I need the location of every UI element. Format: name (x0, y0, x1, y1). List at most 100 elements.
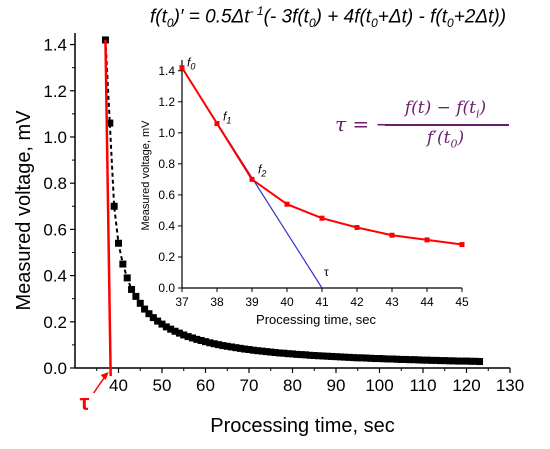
inset-x-tick-label: 44 (420, 295, 434, 309)
data-point (445, 357, 453, 365)
data-point (180, 331, 188, 339)
main-chart: 40 50 60 70 80 90 100 110 120 130 0.0 0.2 0.4 0.6 0.8 1… (13, 33, 524, 437)
data-point (393, 355, 401, 363)
data-point (467, 357, 475, 365)
x-tick-label: 60 (196, 376, 215, 395)
tangent-line (104, 39, 112, 377)
y-axis-label: Measured voltage, mV (13, 110, 35, 311)
inset-data-point (214, 121, 220, 127)
data-point (132, 292, 140, 300)
data-point (476, 358, 484, 366)
data-point (249, 346, 257, 354)
data-point (271, 349, 279, 357)
data-point (297, 351, 305, 359)
x-tick-label: 110 (409, 376, 436, 395)
x-tick-label: 40 (109, 376, 128, 395)
x-tick-label: 100 (365, 376, 393, 395)
data-point (397, 355, 405, 363)
x-tick-label: 50 (153, 376, 172, 395)
inset-data-point (179, 65, 185, 71)
data-point (141, 305, 149, 313)
y-tick-label: 1.4 (43, 36, 67, 55)
data-point (380, 355, 388, 363)
y-tick-label: 1.0 (43, 128, 67, 147)
data-point (332, 353, 340, 361)
inset-x-tick-label: 40 (280, 295, 294, 309)
point-label-f1: f1 (223, 110, 231, 126)
data-point (210, 340, 218, 348)
data-point (236, 344, 244, 352)
tau-label: τ (80, 390, 90, 415)
inset-y-tick-label: 0.6 (158, 188, 175, 202)
y-tick-label: 0.8 (43, 174, 67, 193)
tau-arrow-head (100, 372, 109, 380)
inset-x-tick-label: 45 (455, 295, 469, 309)
data-point (119, 260, 127, 268)
data-point (458, 357, 466, 365)
inset-tau-label: τ (324, 265, 329, 279)
inset-y-tick-label: 1.4 (158, 64, 175, 78)
inset-data-point (284, 201, 290, 207)
point-label-f0: f0 (187, 56, 195, 72)
data-point (415, 356, 423, 364)
data-point (149, 314, 157, 322)
data-point (319, 352, 327, 360)
data-point (406, 356, 414, 364)
data-point (454, 357, 462, 365)
data-point (389, 355, 397, 363)
data-point (184, 333, 192, 341)
data-point (284, 350, 292, 358)
data-point (128, 285, 136, 293)
data-point (275, 349, 283, 357)
y-tick-label: 1.2 (43, 82, 67, 101)
data-point (341, 353, 349, 361)
inset-y-tick-label: 0.0 (158, 281, 175, 295)
point-label-f2: f2 (258, 162, 266, 178)
data-point (315, 352, 323, 360)
inset-background (182, 60, 462, 288)
y-tick-label: 0.4 (43, 267, 67, 286)
x-axis-label: Processing time, sec (210, 415, 395, 437)
data-point (167, 325, 175, 333)
data-point (123, 274, 131, 282)
tau-formula-denominator: f′(t0) (426, 128, 465, 151)
data-point (328, 352, 336, 360)
data-point (302, 351, 310, 359)
inset-x-tick-label: 41 (315, 295, 329, 309)
data-point (310, 352, 318, 360)
inset-y-tick-label: 0.8 (158, 157, 175, 171)
inset-chart: 37 38 39 40 41 42 43 44 45 0.0 0.2 0.4 0.6 0.8 1.0 1.2 1… (140, 56, 469, 327)
data-point (428, 356, 436, 364)
data-point (171, 327, 179, 335)
x-tick-label: 90 (327, 376, 346, 395)
data-point (441, 357, 449, 365)
data-point (349, 354, 357, 362)
data-point (371, 355, 379, 363)
inset-data-point (389, 232, 395, 238)
y-tick-label: 0.2 (43, 313, 67, 332)
x-tick-label: 130 (496, 376, 524, 395)
data-point (202, 338, 209, 346)
data-point (258, 347, 266, 355)
inset-x-tick-label: 42 (350, 295, 364, 309)
data-point (362, 354, 370, 362)
data-point (223, 342, 231, 350)
data-point (358, 354, 366, 362)
data-point (188, 334, 196, 342)
x-tick-label: 80 (283, 376, 302, 395)
tau-formula-lhs: τ = − (335, 112, 393, 136)
derivative-formula: f(t0)′ = 0.5Δt- 1(- 3f(t0) + 4f(t0+Δt) -… (150, 4, 507, 31)
data-point (193, 335, 201, 343)
data-point (419, 356, 427, 364)
data-point (197, 337, 205, 345)
data-point (232, 344, 240, 352)
data-point (206, 339, 214, 347)
data-point (471, 357, 479, 365)
data-point (219, 342, 227, 350)
data-point (158, 320, 166, 328)
data-point (162, 323, 170, 331)
data-point (293, 350, 301, 358)
inset-data-point (249, 176, 255, 182)
data-point (336, 353, 344, 361)
